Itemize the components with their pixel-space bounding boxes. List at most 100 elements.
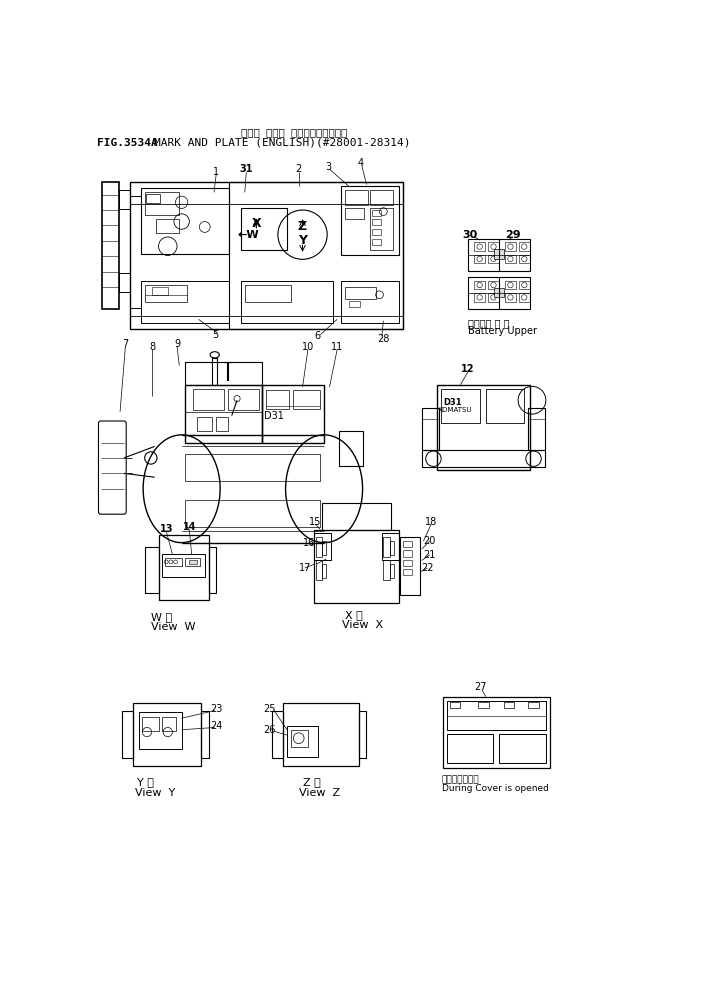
Bar [193, 388, 224, 410]
Bar [186, 500, 320, 527]
Bar [474, 242, 485, 251]
Text: KOMATSU: KOMATSU [439, 407, 472, 413]
Bar [488, 242, 499, 251]
Bar [372, 219, 381, 225]
Bar [486, 388, 524, 423]
Bar [186, 454, 320, 481]
Bar [503, 702, 514, 708]
Text: 14: 14 [182, 522, 196, 532]
Bar [293, 390, 320, 409]
Text: 5: 5 [212, 330, 219, 340]
Bar [146, 194, 160, 204]
Bar [197, 417, 212, 431]
Bar [228, 388, 258, 410]
Text: マーク オヨビ プレート（エイゴ）: マーク オヨビ プレート（エイゴ） [241, 127, 347, 137]
Bar [468, 277, 530, 310]
Bar [159, 535, 209, 601]
Text: 23: 23 [210, 704, 222, 714]
Bar [441, 388, 480, 423]
Text: 6: 6 [315, 332, 321, 342]
Text: D31: D31 [444, 398, 462, 407]
Bar [120, 273, 130, 292]
Bar [383, 560, 389, 580]
Bar [103, 183, 120, 310]
Bar [478, 702, 489, 708]
Text: W 板: W 板 [151, 612, 172, 622]
Text: View  W: View W [151, 622, 195, 632]
Bar [212, 357, 217, 385]
Bar [283, 703, 359, 766]
Text: 左カバー開放時: 左カバー開放時 [442, 776, 479, 784]
Bar [389, 541, 394, 555]
Text: Battery Upper: Battery Upper [468, 326, 537, 336]
Text: Z: Z [298, 220, 307, 233]
Bar [383, 537, 389, 556]
Text: Z 板: Z 板 [303, 778, 320, 787]
Bar [140, 712, 182, 749]
Bar [241, 281, 333, 323]
Text: 7: 7 [122, 339, 129, 349]
Bar [437, 385, 530, 470]
Text: 24: 24 [210, 721, 222, 731]
Bar [189, 560, 197, 564]
Bar [186, 361, 263, 385]
Bar [447, 734, 493, 763]
Bar [156, 219, 179, 233]
Bar [201, 711, 209, 759]
Text: 28: 28 [377, 334, 389, 344]
Text: 20: 20 [424, 536, 436, 546]
Bar [141, 189, 229, 254]
Bar [145, 285, 187, 302]
Text: 4: 4 [357, 158, 363, 168]
Bar [291, 730, 308, 747]
Text: D31: D31 [264, 411, 284, 421]
Bar [314, 529, 399, 603]
Bar [444, 697, 550, 768]
Bar [315, 560, 322, 580]
Bar [449, 702, 461, 708]
Bar [130, 183, 404, 329]
Text: View  Z: View Z [298, 787, 340, 797]
Bar [359, 711, 367, 759]
Text: 1: 1 [213, 167, 219, 177]
Bar [505, 242, 515, 251]
Bar [341, 186, 399, 255]
Bar [402, 560, 412, 566]
Bar [474, 293, 485, 302]
Text: ←W: ←W [238, 229, 259, 239]
Bar [519, 293, 530, 302]
Bar [422, 450, 545, 467]
Bar [499, 734, 546, 763]
Bar [505, 281, 515, 289]
Text: 15: 15 [310, 517, 322, 527]
Text: MARK AND PLATE (ENGLISH)(#28001-28314): MARK AND PLATE (ENGLISH)(#28001-28314) [154, 138, 410, 148]
Text: 11: 11 [331, 342, 343, 353]
Bar [372, 211, 381, 216]
Text: FIG.3534A: FIG.3534A [97, 138, 157, 148]
Bar [370, 208, 392, 250]
Bar [372, 228, 381, 234]
Bar [186, 385, 263, 443]
Bar [488, 254, 499, 263]
Bar [528, 702, 539, 708]
Bar [287, 726, 318, 757]
Text: 31: 31 [239, 164, 253, 174]
Bar [402, 569, 412, 575]
Bar [241, 208, 287, 250]
Bar [272, 711, 283, 759]
Bar [488, 281, 499, 289]
Bar [229, 183, 404, 329]
Bar [382, 533, 399, 560]
Bar [345, 190, 368, 206]
Bar [120, 190, 130, 210]
Bar [422, 408, 439, 450]
Text: 13: 13 [159, 523, 173, 534]
Bar [447, 700, 546, 730]
Bar [372, 238, 381, 244]
Bar [389, 564, 394, 578]
Bar [341, 281, 399, 323]
Text: View  Y: View Y [135, 787, 175, 797]
Text: Y 板: Y 板 [137, 778, 154, 787]
Bar [314, 533, 331, 560]
Bar [474, 281, 485, 289]
